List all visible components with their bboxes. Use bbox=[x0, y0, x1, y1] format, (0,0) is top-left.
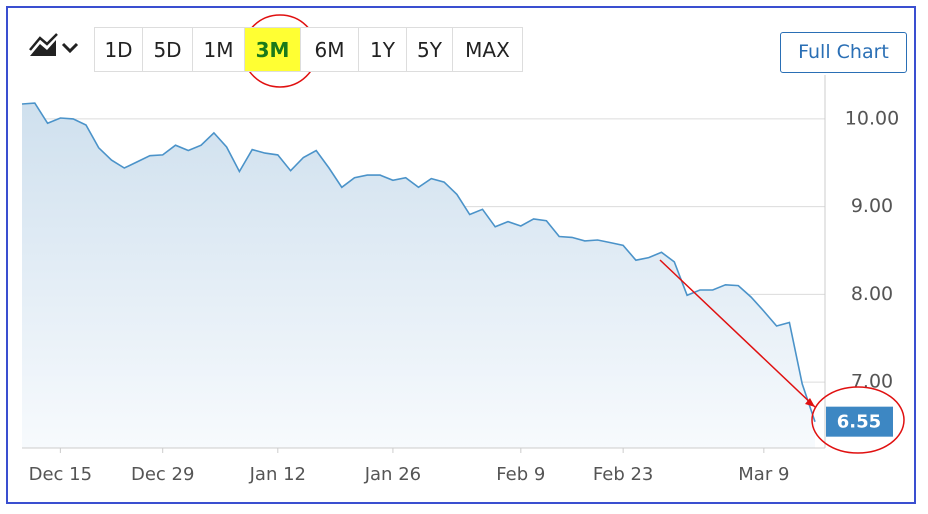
y-tick-label: 9.00 bbox=[851, 195, 893, 217]
x-tick-label: Jan 26 bbox=[364, 464, 421, 485]
range-button[interactable]: MAX bbox=[452, 27, 523, 72]
full-chart-button[interactable]: Full Chart bbox=[780, 32, 907, 73]
x-tick-label: Dec 15 bbox=[29, 464, 92, 485]
range-button[interactable]: 5D bbox=[142, 27, 193, 72]
range-button[interactable]: 1M bbox=[192, 27, 245, 72]
x-tick-label: Jan 12 bbox=[249, 464, 306, 485]
range-button[interactable]: 6M bbox=[300, 27, 359, 72]
y-tick-label: 10.00 bbox=[845, 107, 899, 129]
x-tick-label: Feb 9 bbox=[496, 464, 545, 485]
range-button[interactable]: 1Y bbox=[358, 27, 407, 72]
y-tick-label: 8.00 bbox=[851, 283, 893, 305]
x-tick-label: Dec 29 bbox=[131, 464, 194, 485]
x-tick-label: Feb 23 bbox=[593, 464, 654, 485]
range-button[interactable]: 1D bbox=[94, 27, 143, 72]
area bbox=[22, 103, 815, 448]
frame bbox=[6, 6, 916, 504]
range-button[interactable]: 3M bbox=[244, 27, 301, 72]
last-value-label: 6.55 bbox=[837, 412, 881, 433]
range-button[interactable]: 5Y bbox=[406, 27, 453, 72]
chart-type-icon[interactable] bbox=[29, 33, 79, 56]
x-tick-label: Mar 9 bbox=[738, 464, 789, 485]
y-tick-label: 7.00 bbox=[851, 371, 893, 393]
